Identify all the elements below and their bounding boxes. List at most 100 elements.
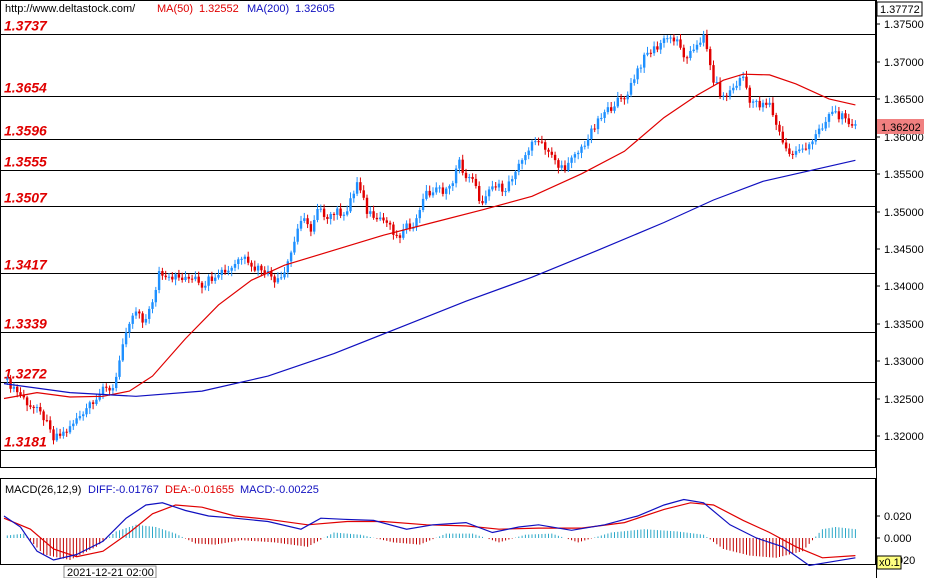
candle-body (831, 111, 834, 115)
candle-body (247, 256, 250, 263)
candle-body (12, 386, 16, 389)
candle-body (349, 198, 352, 212)
candle-body (461, 159, 464, 173)
candle-body (273, 276, 276, 283)
candle-body (263, 270, 266, 275)
candle-body (316, 209, 319, 220)
candle-body (847, 118, 850, 125)
candle-body (616, 97, 619, 107)
price-tick-label: 1.37000 (884, 57, 924, 69)
candle-body (190, 278, 194, 280)
candle-body (326, 216, 329, 220)
candle-body (633, 79, 636, 83)
candle-body (854, 124, 857, 126)
candle-body (365, 197, 369, 214)
candle-body (656, 46, 659, 50)
candle-body (184, 276, 187, 280)
candle-body (88, 402, 91, 409)
candle-body (458, 159, 461, 169)
candle-body (712, 65, 715, 83)
candle-body (600, 117, 603, 119)
price-tick-label: 1.33000 (884, 356, 924, 368)
svg-text:2021-12-21 02:00: 2021-12-21 02:00 (67, 567, 154, 578)
level-label: 1.3417 (4, 257, 48, 273)
candle-body (784, 142, 788, 149)
macd-plot (3, 498, 856, 567)
candle-body (339, 208, 342, 216)
candle-body (227, 270, 230, 273)
candle-body (722, 95, 725, 97)
candle-body (207, 276, 210, 286)
candle-body (296, 228, 299, 242)
candle-body (610, 107, 613, 111)
candle-body (174, 274, 177, 280)
candle-body (45, 420, 49, 422)
candle-body (758, 100, 761, 108)
candle-body (230, 267, 233, 271)
price-tick-label: 1.32000 (884, 431, 924, 443)
candle-body (233, 263, 237, 268)
candle-body (649, 52, 652, 54)
candle-body (540, 141, 544, 143)
ma50-label: MA(50) (157, 3, 193, 15)
candle-body (544, 142, 547, 150)
candle-body (329, 213, 332, 220)
candle-body (804, 148, 808, 150)
candle-body (167, 276, 171, 278)
candle-body (517, 163, 520, 172)
candle-body (388, 222, 392, 225)
candle-body (530, 141, 534, 151)
candle-body (418, 210, 421, 219)
candle-body (451, 183, 454, 186)
candle-body (187, 276, 190, 279)
level-label: 1.3272 (4, 366, 47, 382)
candle-body (342, 214, 346, 216)
candle-body (352, 193, 355, 199)
candle-body (293, 241, 296, 253)
candle-body (260, 265, 263, 271)
candle-body (751, 101, 755, 103)
source-url[interactable]: http://www.deltastock.com/ (5, 3, 136, 15)
candle-body (408, 223, 412, 229)
candle-body (289, 252, 293, 262)
candle-body (557, 160, 560, 168)
candle-body (131, 315, 134, 324)
candle-body (481, 201, 484, 204)
ma50-line (3, 73, 856, 400)
candle-body (689, 50, 692, 58)
candle-body (322, 208, 326, 217)
candle-body (29, 405, 32, 407)
candle-body (474, 178, 478, 187)
candle-body (124, 332, 128, 345)
candle-body (306, 218, 309, 225)
candle-body (514, 171, 517, 180)
macd-value-label: MACD:-0.00225 (240, 484, 319, 496)
candle-body (494, 186, 497, 188)
candle-body (725, 95, 728, 97)
candle-body (478, 186, 481, 202)
candle-body (573, 154, 577, 158)
candle-body (570, 157, 573, 163)
candle-body (200, 282, 204, 288)
candle-body (42, 411, 45, 421)
candle-body (39, 407, 42, 412)
candle-body (217, 274, 220, 278)
candle-body (148, 308, 151, 319)
candle-body (428, 190, 431, 196)
candle-body (270, 270, 273, 277)
price-tick-label: 1.33500 (884, 319, 924, 331)
candle-body (738, 78, 742, 86)
candle-body (593, 128, 596, 130)
candle-body (504, 191, 507, 193)
candle-body (181, 277, 184, 280)
candle-body (392, 224, 395, 235)
candle-body (283, 272, 286, 278)
candle-body (742, 76, 745, 79)
candle-body (524, 155, 527, 161)
candle-body (299, 220, 303, 229)
candle-body (375, 217, 379, 220)
candle-body (65, 431, 68, 433)
candle-body (501, 183, 504, 192)
